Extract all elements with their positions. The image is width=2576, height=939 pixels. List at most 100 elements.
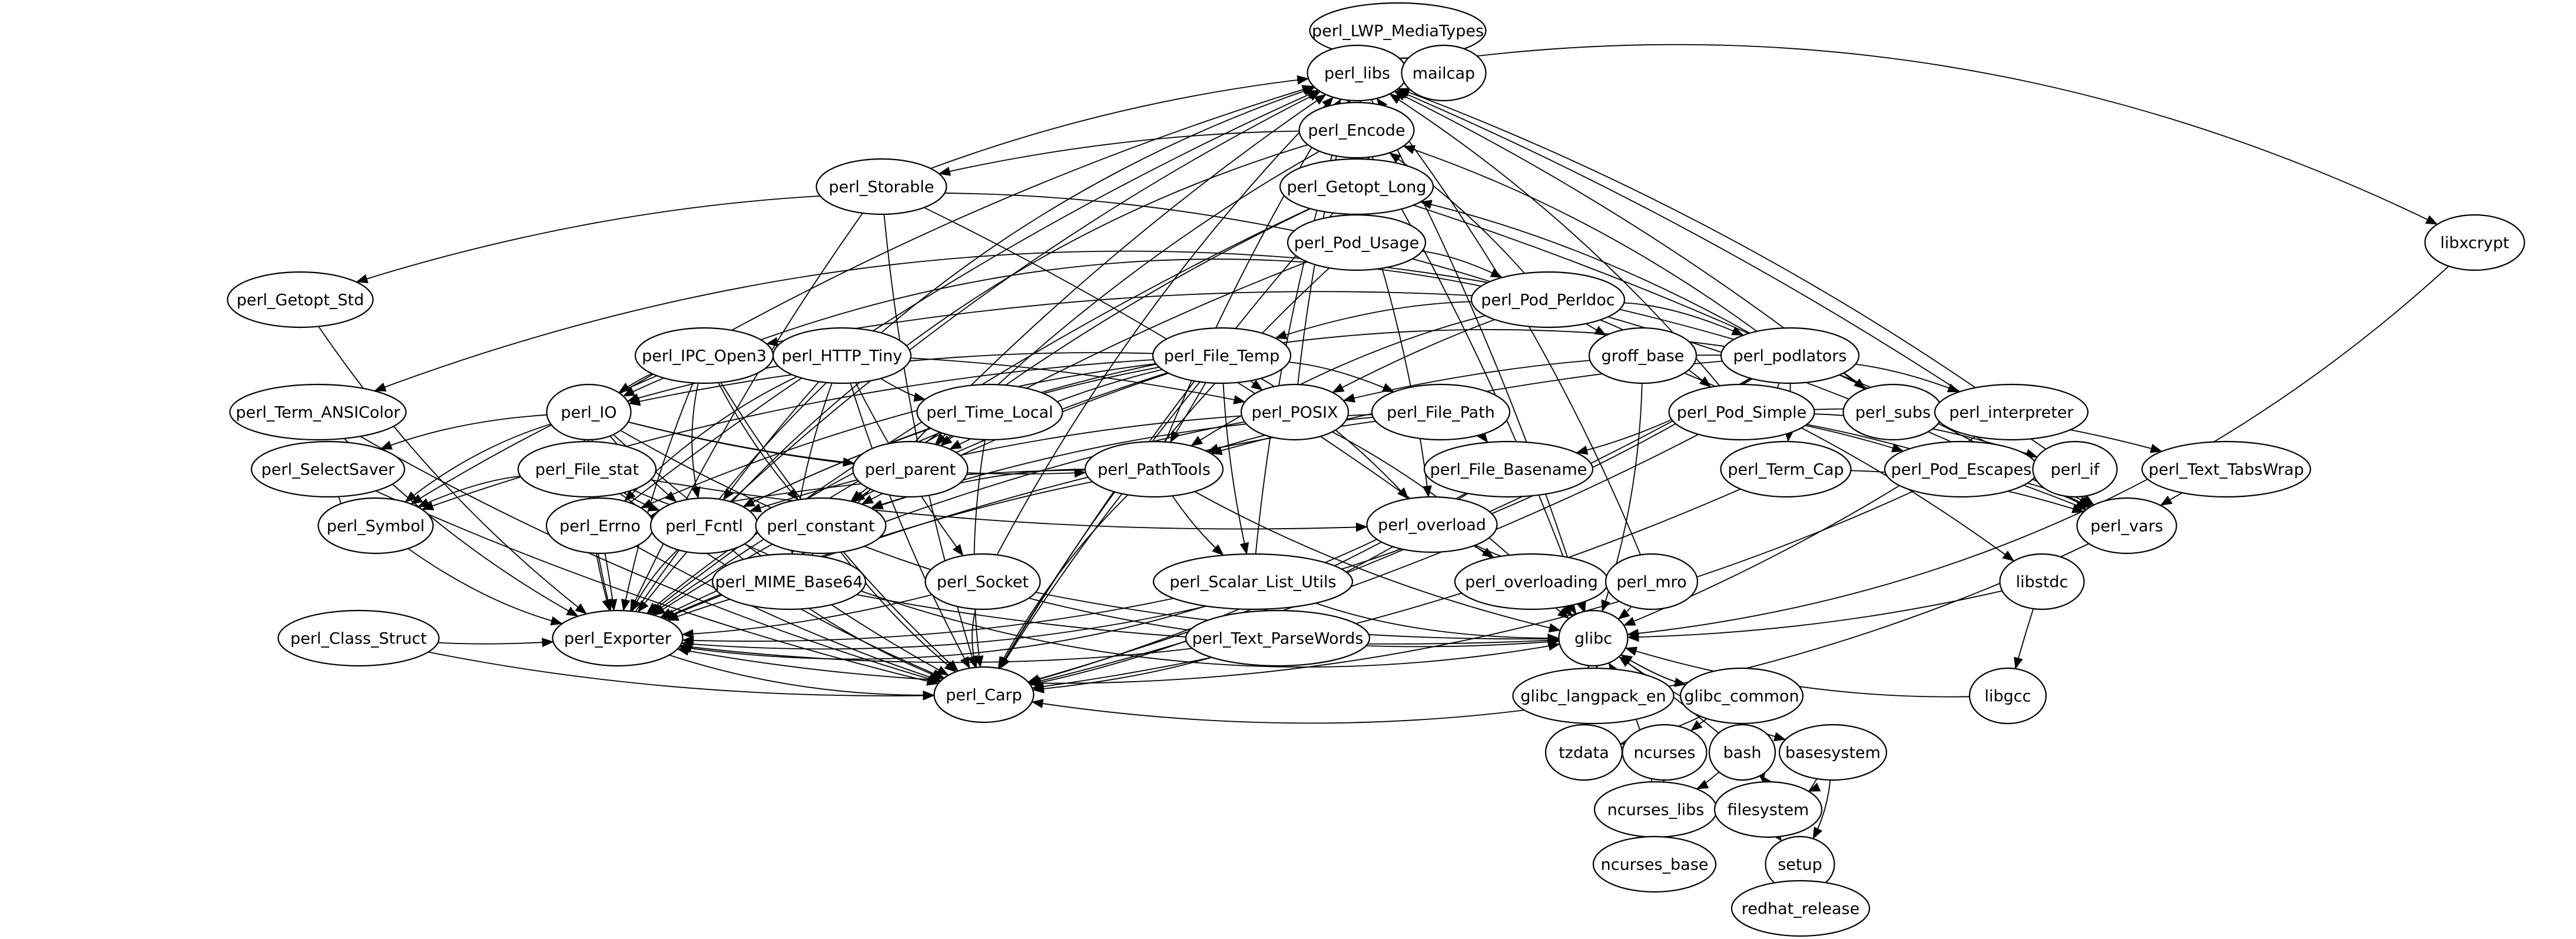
graph-node-perl_Exporter: perl_Exporter bbox=[552, 609, 684, 667]
node-label: perl_Pod_Simple bbox=[1677, 404, 1807, 422]
graph-node-perl_subs: perl_subs bbox=[1842, 383, 1944, 441]
node-ellipse bbox=[1934, 383, 2089, 441]
graph-node-perl_Pod_Usage: perl_Pod_Usage bbox=[1287, 214, 1427, 271]
graph-edge bbox=[1222, 383, 1249, 555]
graph-edge bbox=[407, 548, 563, 626]
graph-edge bbox=[722, 381, 820, 500]
node-label: redhat_release bbox=[1742, 900, 1859, 918]
graph-node-groff_base: groff_base bbox=[1588, 327, 1698, 384]
node-label: perl_Pod_Perldoc bbox=[1481, 291, 1614, 310]
graph-edge bbox=[1696, 771, 1720, 789]
graph-edge bbox=[730, 91, 1321, 502]
graph-node-perl_overload: perl_overload bbox=[1366, 496, 1498, 553]
graph-edge bbox=[1250, 380, 1264, 391]
node-label: perl_Term_Cap bbox=[1728, 461, 1844, 479]
node-ellipse bbox=[815, 158, 947, 215]
graph-edge bbox=[1855, 363, 1960, 393]
node-label: perl_interpreter bbox=[1949, 404, 2074, 422]
graph-edge bbox=[938, 130, 1299, 176]
node-label: perl_parent bbox=[865, 461, 956, 479]
graph-edge bbox=[1398, 88, 1976, 389]
node-label: perl_HTTP_Tiny bbox=[782, 347, 903, 366]
graph-node-libxcrypt: libxcrypt bbox=[2424, 214, 2525, 271]
graph-node-perl_Storable: perl_Storable bbox=[815, 158, 947, 215]
graph-edge bbox=[669, 654, 935, 700]
graph-edge bbox=[749, 415, 1242, 513]
node-label: setup bbox=[1778, 856, 1822, 874]
graph-node-perl_Time_Local: perl_Time_Local bbox=[916, 383, 1063, 441]
node-ellipse bbox=[1558, 609, 1629, 667]
graph-edge bbox=[930, 75, 1309, 170]
node-ellipse bbox=[1730, 880, 1871, 937]
graph-node-perl_MIME_Base64: perl_MIME_Base64 bbox=[711, 553, 867, 610]
graph-node-perl_Text_TabsWrap: perl_Text_TabsWrap bbox=[2141, 440, 2312, 498]
graph-node-perl_if: perl_if bbox=[2032, 440, 2118, 498]
node-label: perl_IPC_Open3 bbox=[642, 347, 767, 366]
graph-node-perl_Class_Struct: perl_Class_Struct bbox=[277, 609, 440, 667]
graph-edge bbox=[1032, 488, 1741, 692]
node-label: perl_Carp bbox=[946, 686, 1022, 705]
graph-node-tzdata: tzdata bbox=[1544, 724, 1623, 781]
graph-node-perl_Text_ParseWords: perl_Text_ParseWords bbox=[1185, 609, 1371, 667]
node-label: perl_constant bbox=[767, 517, 874, 536]
node-ellipse bbox=[1679, 667, 1804, 725]
graph-node-libgcc: libgcc bbox=[1968, 667, 2047, 725]
node-label: tzdata bbox=[1559, 744, 1609, 762]
graph-node-redhat_release: redhat_release bbox=[1730, 880, 1871, 937]
node-ellipse bbox=[933, 666, 1035, 724]
graph-edge bbox=[629, 213, 863, 612]
graph-node-perl_Term_Cap: perl_Term_Cap bbox=[1720, 440, 1852, 498]
node-label: perl_subs bbox=[1855, 404, 1931, 422]
node-ellipse bbox=[2141, 440, 2312, 498]
node-ellipse bbox=[1720, 440, 1852, 498]
node-ellipse bbox=[1152, 327, 1292, 384]
graph-node-perl_Socket: perl_Socket bbox=[924, 553, 1041, 610]
node-ellipse bbox=[2032, 440, 2118, 498]
node-label: perl_Getopt_Long bbox=[1287, 178, 1426, 197]
node-label: libxcrypt bbox=[2440, 234, 2509, 253]
graph-node-perl_PathTools: perl_PathTools bbox=[1084, 440, 1224, 498]
graph-node-perl_Scalar_List_Utils: perl_Scalar_List_Utils bbox=[1152, 553, 1354, 610]
node-ellipse bbox=[1592, 835, 1717, 893]
node-ellipse bbox=[1713, 781, 1823, 838]
graph-edge bbox=[1808, 778, 1821, 792]
graph-edge bbox=[1586, 323, 1607, 336]
graph-node-ncurses: ncurses bbox=[1622, 724, 1708, 781]
graph-edge bbox=[1627, 590, 2003, 642]
node-label: libgcc bbox=[1985, 688, 2031, 706]
graph-node-perl_File_Path: perl_File_Path bbox=[1371, 383, 1511, 441]
node-ellipse bbox=[1604, 553, 1699, 610]
graph-node-perl_Errno: perl_Errno bbox=[545, 497, 655, 555]
graph-edge bbox=[604, 553, 618, 612]
graph-edge bbox=[924, 207, 1570, 619]
graph-node-perl_File_Basename: perl_File_Basename bbox=[1423, 440, 1594, 498]
node-label: perl_mro bbox=[1616, 573, 1686, 592]
node-ellipse bbox=[852, 440, 969, 498]
graph-node-perl_File_Temp: perl_File_Temp bbox=[1152, 327, 1292, 384]
graph-node-perl_Term_ANSIColor: perl_Term_ANSIColor bbox=[229, 383, 407, 441]
graph-node-perl_Getopt_Std: perl_Getopt_Std bbox=[227, 271, 374, 329]
node-label: perl_Encode bbox=[1308, 122, 1405, 140]
graph-edge bbox=[628, 421, 855, 467]
graph-node-glibc_common: glibc_common bbox=[1679, 667, 1804, 725]
graph-node-perl_LWP_MediaTypes: perl_LWP_MediaTypes bbox=[1309, 2, 1487, 59]
graph-edge bbox=[996, 97, 1334, 555]
node-label: perl_Time_Local bbox=[926, 404, 1053, 422]
graph-node-filesystem: filesystem bbox=[1713, 781, 1823, 838]
node-ellipse bbox=[250, 440, 406, 498]
node-label: perl_File_Temp bbox=[1164, 347, 1280, 366]
node-ellipse bbox=[2424, 214, 2525, 271]
graph-node-perl_Getopt_Long: perl_Getopt_Long bbox=[1279, 158, 1434, 215]
node-ellipse bbox=[772, 327, 912, 384]
graph-edge bbox=[405, 423, 551, 503]
graph-node-perl_POSIX: perl_POSIX bbox=[1240, 383, 1350, 441]
node-ellipse bbox=[317, 497, 434, 555]
node-label: perl_overloading bbox=[1465, 573, 1598, 592]
node-ellipse bbox=[517, 440, 657, 498]
node-ellipse bbox=[1084, 440, 1224, 498]
graph-edge bbox=[437, 638, 554, 648]
graph-edge bbox=[1194, 491, 1561, 633]
node-label: perl_Pod_Usage bbox=[1294, 234, 1419, 253]
